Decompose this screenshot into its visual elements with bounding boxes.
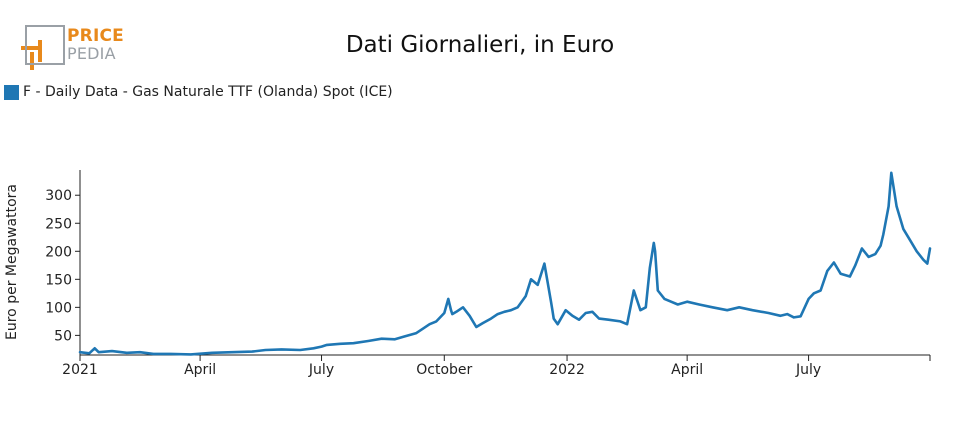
logo-bar-2	[30, 52, 34, 70]
x-axis: 2021 April July October 2022 April July	[62, 354, 931, 378]
x-tick-label: April	[184, 362, 216, 378]
y-tick-label: 300	[45, 188, 72, 204]
y-tick-label: 50	[54, 328, 72, 344]
logo-text-price: PRICE	[67, 26, 124, 46]
x-tick-label: October	[416, 362, 472, 378]
y-axis-title: Euro per Megawattora	[4, 184, 20, 340]
legend-swatch	[4, 84, 19, 100]
y-tick-label: 150	[45, 272, 72, 288]
x-tick-label: 2021	[62, 362, 98, 378]
x-tick-label: July	[795, 362, 821, 378]
y-tick-label: 200	[45, 244, 72, 260]
y-axis: 50 100 150 200 250 300	[45, 170, 81, 355]
logo-bar-3	[38, 40, 42, 62]
pricepedia-logo	[21, 25, 65, 70]
y-tick-label: 100	[45, 300, 72, 316]
series-line	[78, 171, 932, 356]
x-tick-label: 2022	[549, 362, 585, 378]
x-tick-label: April	[671, 362, 703, 378]
chart-title: Dati Giornalieri, in Euro	[345, 32, 615, 58]
logo-bar-1	[21, 46, 41, 50]
y-tick-label: 250	[45, 216, 72, 232]
logo-frame	[25, 25, 65, 65]
legend-label: F - Daily Data - Gas Naturale TTF (Oland…	[23, 84, 393, 100]
logo-text-pedia: PEDIA	[67, 44, 116, 63]
legend[interactable]: F - Daily Data - Gas Naturale TTF (Oland…	[4, 84, 393, 100]
x-tick-label: July	[308, 362, 334, 378]
plot-area	[78, 171, 932, 356]
